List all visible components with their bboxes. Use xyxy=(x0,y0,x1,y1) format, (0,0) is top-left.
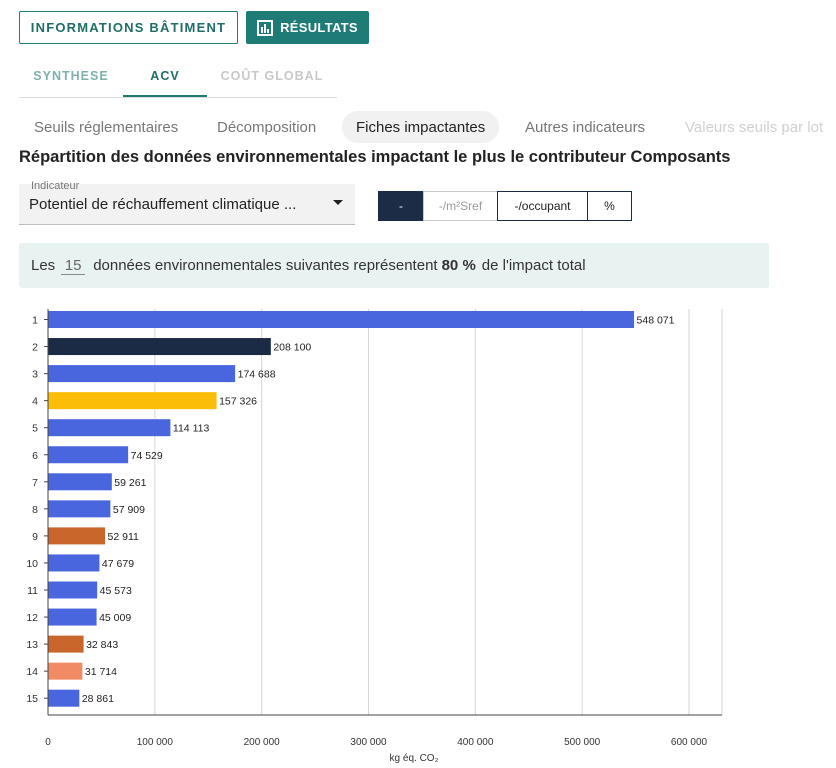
summary-prefix: Les xyxy=(31,257,56,274)
x-tick-label: 200 000 xyxy=(244,737,281,748)
unit-per-m2-button[interactable]: -/m²Sref xyxy=(423,191,498,221)
category-label: 11 xyxy=(27,585,38,597)
bar[interactable] xyxy=(48,473,112,491)
category-label: 6 xyxy=(32,450,38,462)
subtab-decomposition[interactable]: Décomposition xyxy=(217,118,317,136)
unit-percent-button[interactable]: % xyxy=(587,191,632,221)
bar[interactable] xyxy=(48,338,271,356)
unit-per-occupant-button[interactable]: -/occupant xyxy=(497,191,588,221)
x-tick-label: 0 xyxy=(45,737,51,748)
category-label: 5 xyxy=(32,423,38,435)
value-label: 114 113 xyxy=(173,423,210,435)
bar[interactable] xyxy=(48,662,83,680)
value-label: 548 071 xyxy=(637,315,675,327)
building-info-button[interactable]: INFORMATIONS BÂTIMENT xyxy=(19,11,238,44)
results-button[interactable]: RÉSULTATS xyxy=(246,11,369,44)
x-tick-label: 100 000 xyxy=(137,737,174,748)
impact-bar-chart: 0 100 000 200 000 300 000 400 000 500 000 600 … xyxy=(26,309,723,764)
x-tick-label: 500 000 xyxy=(564,737,601,748)
summary-percent: 80 % xyxy=(441,257,476,274)
x-tick-label: 300 000 xyxy=(350,737,387,748)
bar[interactable] xyxy=(48,581,98,599)
dropdown-arrow-icon xyxy=(333,200,343,205)
x-tick-label: 600 000 xyxy=(671,737,708,748)
subtab-seuils-reglementaires[interactable]: Seuils réglementaires xyxy=(34,118,179,136)
tab-cout-global[interactable]: COÛT GLOBAL xyxy=(220,69,324,83)
category-label: 3 xyxy=(32,369,38,381)
building-info-label: INFORMATIONS BÂTIMENT xyxy=(30,20,227,35)
value-label: 74 529 xyxy=(131,450,163,462)
tab-synthese[interactable]: SYNTHESE xyxy=(33,69,109,83)
section-heading: Répartition des données environnementale… xyxy=(19,148,731,166)
category-label: 2 xyxy=(32,342,38,354)
subtab-fiches-impactantes[interactable]: Fiches impactantes xyxy=(342,111,500,143)
category-label: 14 xyxy=(26,666,38,678)
bar[interactable] xyxy=(48,500,111,518)
category-label: 9 xyxy=(32,531,38,543)
value-label: 31 714 xyxy=(85,666,117,678)
value-label: 28 861 xyxy=(82,693,114,705)
indicator-select[interactable]: Indicateur Potentiel de réchauffement cl… xyxy=(19,180,355,225)
bar[interactable] xyxy=(48,635,84,653)
value-label: 59 261 xyxy=(114,477,146,489)
value-label: 57 909 xyxy=(113,504,145,516)
category-label: 7 xyxy=(32,477,38,489)
bar[interactable] xyxy=(48,527,106,545)
value-label: 47 679 xyxy=(102,558,134,570)
x-axis-label: kg éq. CO₂ xyxy=(390,753,439,764)
bar[interactable] xyxy=(48,392,217,410)
value-label: 208 100 xyxy=(273,342,311,354)
category-label: 8 xyxy=(32,504,38,516)
summary-banner: Les 15 données environnementales suivant… xyxy=(19,243,769,288)
value-label: 157 326 xyxy=(219,396,257,408)
x-tick-label: 400 000 xyxy=(457,737,494,748)
bar[interactable] xyxy=(48,311,635,328)
category-label: 1 xyxy=(32,315,38,327)
value-label: 52 911 xyxy=(108,531,139,543)
indicator-value: Potentiel de réchauffement climatique ..… xyxy=(29,196,297,213)
category-label: 15 xyxy=(26,693,38,705)
subtab-autres-indicateurs[interactable]: Autres indicateurs xyxy=(525,118,646,136)
value-label: 45 009 xyxy=(99,612,131,624)
value-label: 45 573 xyxy=(100,585,132,597)
value-label: 174 688 xyxy=(238,369,276,381)
indicator-label: Indicateur xyxy=(31,180,80,192)
category-label: 13 xyxy=(26,639,38,651)
bar[interactable] xyxy=(48,689,80,707)
bar[interactable] xyxy=(48,365,236,383)
bar-chart-icon xyxy=(257,19,274,36)
tab-acv[interactable]: ACV xyxy=(123,57,207,97)
bar[interactable] xyxy=(48,554,100,572)
category-label: 12 xyxy=(26,612,38,624)
subtab-valeurs-seuils[interactable]: Valeurs seuils par lot xyxy=(685,118,824,136)
bar[interactable] xyxy=(48,608,97,626)
category-label: 10 xyxy=(26,558,38,570)
main-tabs: SYNTHESE ACV COÛT GLOBAL xyxy=(19,57,337,98)
bar[interactable] xyxy=(48,446,129,464)
unit-absolute-button[interactable]: - xyxy=(378,191,424,221)
summary-suffix: de l'impact total xyxy=(481,257,586,274)
category-label: 4 xyxy=(32,396,38,408)
value-label: 32 843 xyxy=(86,639,118,651)
bar[interactable] xyxy=(48,419,171,437)
summary-middle: données environnementales suivantes repr… xyxy=(93,257,438,274)
unit-toggle-group: - -/m²Sref -/occupant % xyxy=(378,191,632,221)
summary-count-input[interactable]: 15 xyxy=(61,257,86,275)
results-label: RÉSULTATS xyxy=(280,20,358,35)
